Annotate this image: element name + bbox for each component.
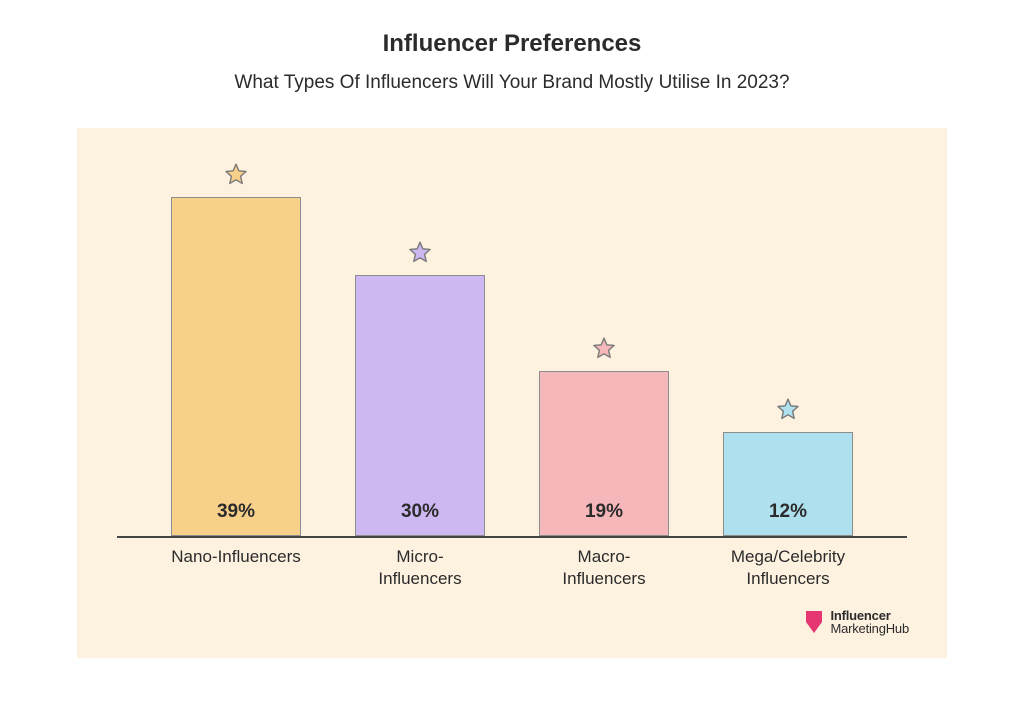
chart-inner: 39% 30% 19% 12% Nano-Influencers Micro-In… [77, 128, 947, 658]
star-marker [408, 240, 432, 269]
star-icon [408, 240, 432, 264]
bar-value: 39% [217, 501, 255, 523]
chart-panel: 39% 30% 19% 12% Nano-Influencers Micro-In… [77, 128, 947, 658]
chart-subtitle: What Types Of Influencers Will Your Bran… [234, 72, 789, 94]
bar: 19% [539, 371, 669, 536]
star-icon [224, 162, 248, 186]
logo-mark-icon [806, 611, 826, 633]
star-icon [776, 397, 800, 421]
attribution-logo: Influencer MarketingHub [806, 609, 909, 636]
bar-value: 12% [769, 501, 807, 523]
chart-title: Influencer Preferences [383, 30, 642, 58]
bar-value: 19% [585, 501, 623, 523]
x-axis-label: Macro-Influencers [539, 546, 669, 590]
baseline [117, 536, 907, 538]
bar-column: 12% [723, 432, 853, 536]
attribution-text: Influencer MarketingHub [830, 609, 909, 636]
star-marker [224, 162, 248, 191]
bars-row: 39% 30% 19% 12% [117, 128, 907, 536]
bar: 12% [723, 432, 853, 536]
bar: 39% [171, 197, 301, 536]
star-marker [592, 336, 616, 365]
bar-value: 30% [401, 501, 439, 523]
bar-column: 39% [171, 197, 301, 536]
bar-column: 30% [355, 275, 485, 536]
x-axis-labels: Nano-Influencers Micro-Influencers Macro-I… [117, 546, 907, 590]
x-axis-label: Mega/CelebrityInfluencers [723, 546, 853, 590]
bar: 30% [355, 275, 485, 536]
attribution-line-1: Influencer [830, 609, 909, 623]
star-icon [592, 336, 616, 360]
x-axis-label: Micro-Influencers [355, 546, 485, 590]
x-axis-label: Nano-Influencers [171, 546, 301, 590]
attribution-line-2: MarketingHub [830, 622, 909, 636]
page: Influencer Preferences What Types Of Inf… [0, 0, 1024, 713]
bar-column: 19% [539, 371, 669, 536]
star-marker [776, 397, 800, 426]
